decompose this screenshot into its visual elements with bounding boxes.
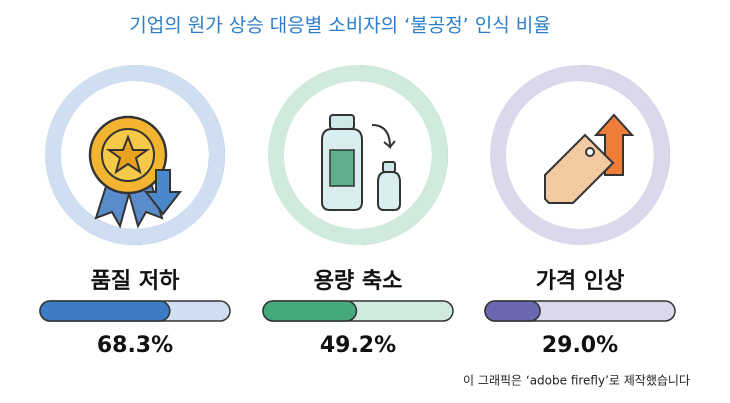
bar xyxy=(484,300,541,322)
footnote: 이 그래픽은 ‘adobe firefly’로 제작했습니다 xyxy=(463,374,690,388)
chart-title: 기업의 원가 상승 대응별 소비자의 ‘불공정’ 인식 비율 xyxy=(129,15,550,37)
bar xyxy=(39,300,171,322)
tag-icon xyxy=(544,113,635,204)
ring-track xyxy=(45,65,225,245)
bottle-icon xyxy=(321,114,401,211)
value-label: 49.2% xyxy=(320,333,396,358)
value-label: 68.3% xyxy=(97,333,173,358)
medal-icon xyxy=(88,115,183,229)
category-label: 가격 인상 xyxy=(536,269,625,294)
ring-track xyxy=(490,65,670,245)
ring-track xyxy=(268,65,448,245)
category-label: 품질 저하 xyxy=(91,269,180,294)
value-label: 29.0% xyxy=(542,333,618,358)
bar xyxy=(262,300,358,322)
category-label: 용량 축소 xyxy=(314,269,403,294)
ring-arc xyxy=(357,65,448,245)
